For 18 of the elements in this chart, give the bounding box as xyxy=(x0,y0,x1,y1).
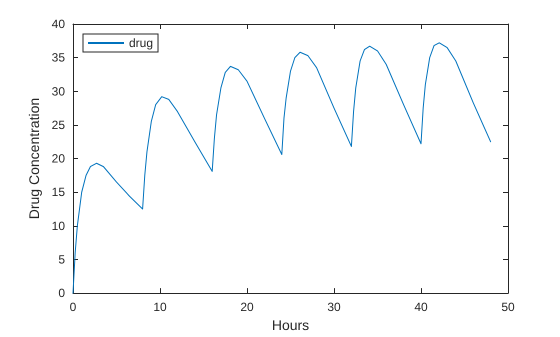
x-tick-label: 40 xyxy=(414,300,428,314)
x-tick-label: 0 xyxy=(70,300,77,314)
legend-label: drug xyxy=(129,36,154,50)
y-tick-label: 5 xyxy=(58,252,66,266)
y-tick-label: 30 xyxy=(52,84,66,98)
y-axis-title: Drug Concentration xyxy=(26,98,42,220)
y-tick-label: 25 xyxy=(52,118,66,132)
y-tick-label: 0 xyxy=(58,286,66,300)
x-tick-label: 20 xyxy=(240,300,254,314)
x-axis-title: Hours xyxy=(272,317,310,333)
y-tick-label: 10 xyxy=(52,218,66,233)
x-tick-label: 50 xyxy=(501,300,515,314)
y-tick-label: 40 xyxy=(52,17,66,31)
y-tick-label: 35 xyxy=(52,50,66,65)
x-tick-label: 30 xyxy=(327,300,341,314)
y-tick-label: 15 xyxy=(52,185,66,200)
x-tick-label: 10 xyxy=(153,300,167,314)
y-tick-label: 20 xyxy=(52,152,66,166)
